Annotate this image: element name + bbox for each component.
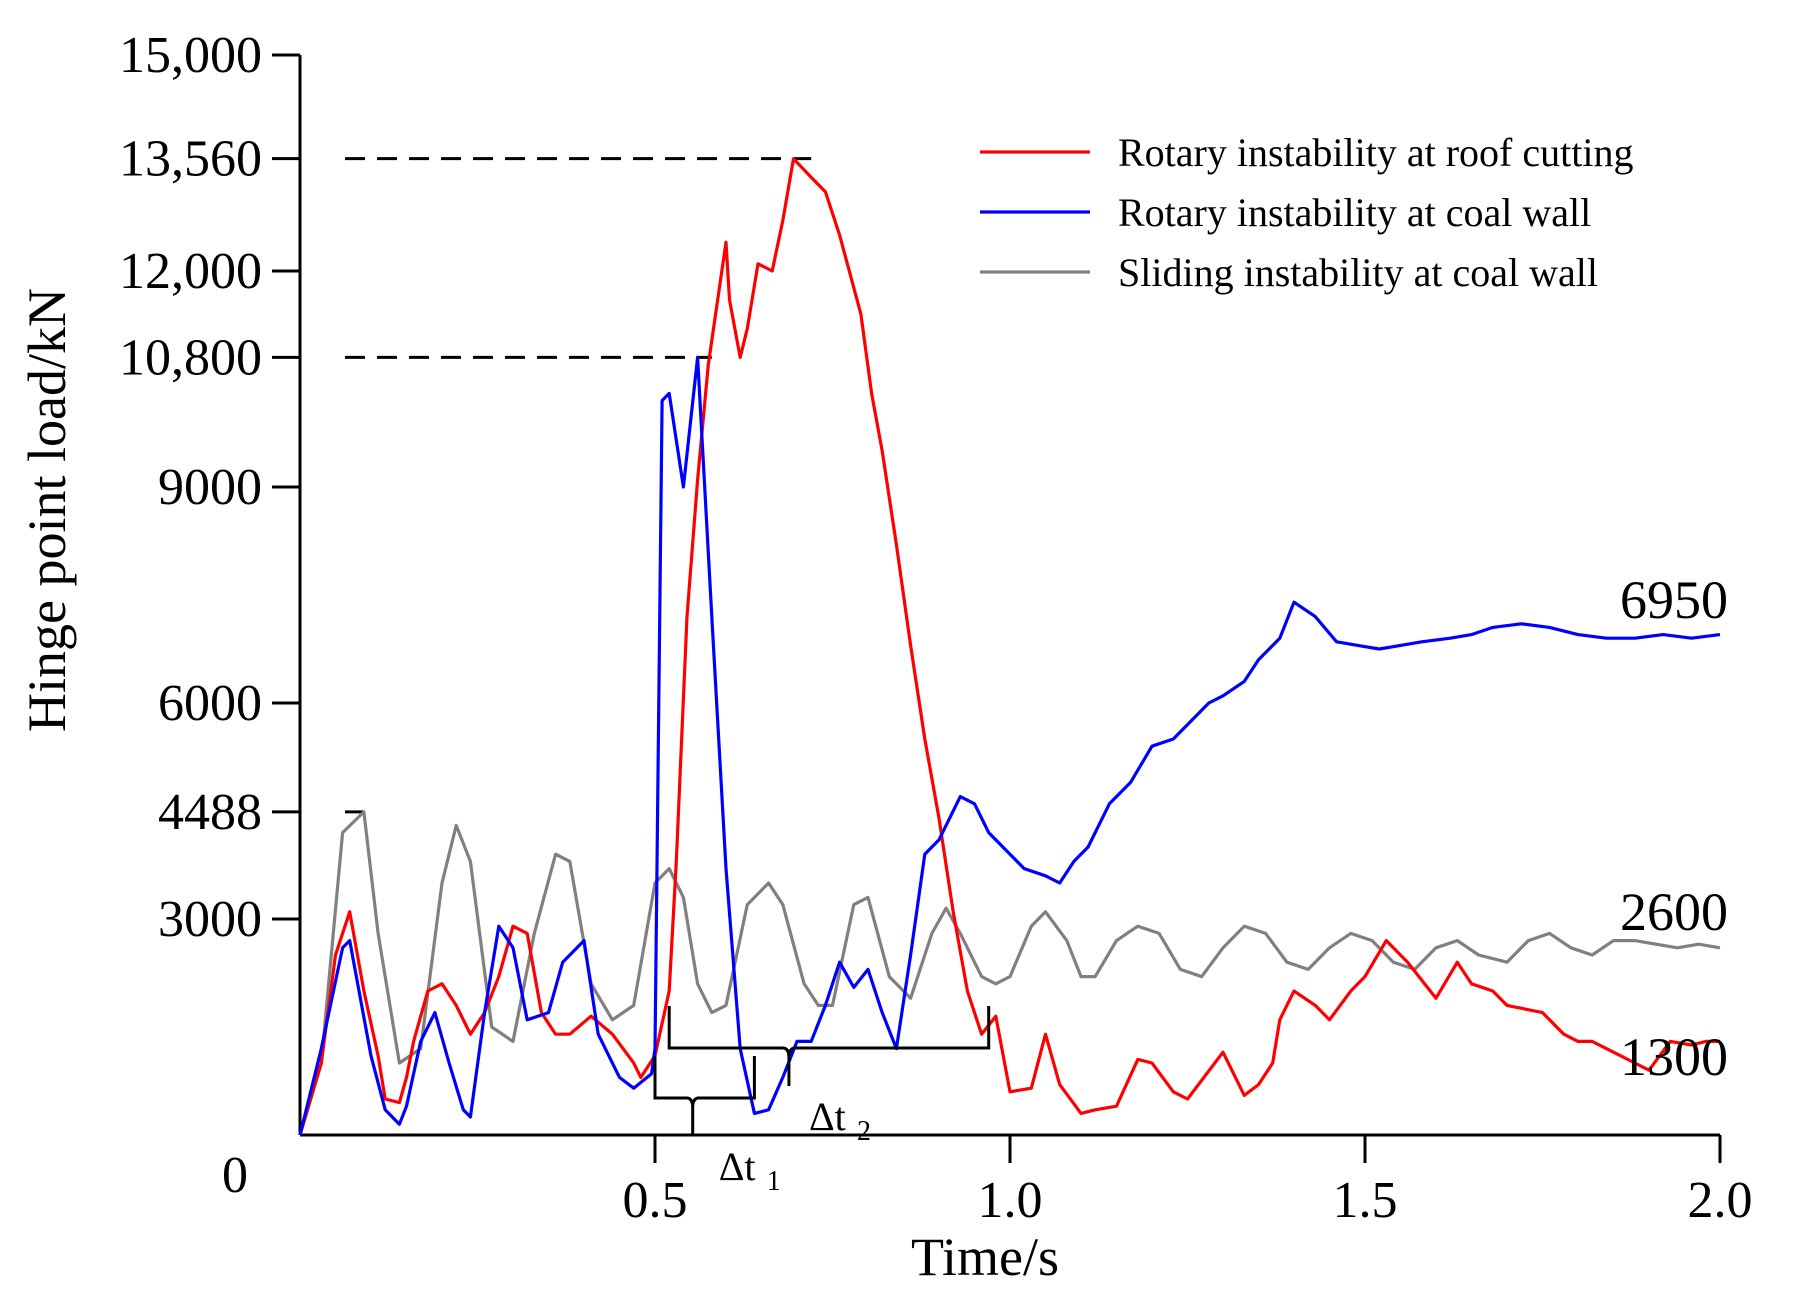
interval-bracket — [667, 1006, 991, 1086]
legend-label-2: Rotary instability at coal wall — [1118, 190, 1591, 235]
y-axis-title: Hinge point load/kN — [17, 288, 77, 732]
interval-label: Δt — [719, 1144, 756, 1189]
reference-lines — [345, 157, 812, 814]
x-tick-label: 0.5 — [623, 1172, 688, 1229]
x-tick-label: 1.0 — [978, 1172, 1043, 1229]
origin-label: 0 — [222, 1147, 248, 1204]
end-value-annotations: 6950 2600 1300 — [1620, 570, 1728, 1087]
x-axis-title: Time/s — [911, 1227, 1059, 1287]
y-tick-label: 10,800 — [119, 329, 262, 386]
y-tick-label: 3000 — [158, 891, 262, 948]
annotation-label: 2600 — [1620, 882, 1728, 942]
annotation-label: 6950 — [1620, 570, 1728, 630]
interval-bracket — [653, 1056, 756, 1136]
y-tick-label: 15,000 — [119, 27, 262, 84]
y-tick-label: 4488 — [158, 784, 262, 841]
x-ticks: 0.5 1.0 1.5 2.0 — [623, 1135, 1753, 1229]
interval-label: Δt — [809, 1094, 846, 1139]
y-tick-label: 6000 — [158, 675, 262, 732]
series-line-3 — [298, 810, 1721, 1136]
y-tick-label: 12,000 — [119, 243, 262, 300]
series-lines — [298, 157, 1721, 1136]
y-tick-label: 9000 — [158, 459, 262, 516]
annotation-label: 1300 — [1620, 1027, 1728, 1087]
x-tick-label: 2.0 — [1688, 1172, 1753, 1229]
series-line-1 — [298, 157, 1720, 1136]
interval-label-subscript: 1 — [767, 1166, 781, 1197]
series-line-2 — [298, 355, 1721, 1136]
legend: Rotary instability at roof cutting Rotary… — [980, 130, 1633, 295]
x-tick-label: 1.5 — [1333, 1172, 1398, 1229]
interval-label-subscript: 2 — [857, 1116, 871, 1147]
y-ticks: 3000 4488 6000 9000 10,800 12,000 13,560 15,000 — [119, 27, 300, 948]
y-tick-label: 13,560 — [119, 131, 262, 188]
interval-brackets: Δt 1 Δt 2 — [653, 1006, 991, 1197]
legend-label-3: Sliding instability at coal wall — [1118, 250, 1598, 295]
legend-label-1: Rotary instability at roof cutting — [1118, 130, 1633, 175]
